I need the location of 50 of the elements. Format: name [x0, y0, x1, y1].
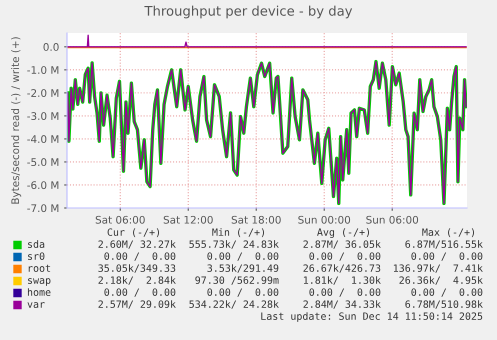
y-tick-label: -4.0 M — [27, 135, 58, 144]
text: 0.00 / 0.00 — [309, 252, 380, 261]
text: 2.57M/ 29.09k — [98, 300, 176, 309]
y-tick-label: -3.0 M — [27, 112, 58, 120]
chart-title: Throughput per device - by day — [144, 6, 352, 18]
legend-label: var — [27, 302, 45, 308]
text: 0.00 / 0.00 — [104, 288, 176, 297]
text: 0.00 / 0.00 — [104, 252, 176, 261]
legend-label: root — [28, 264, 50, 272]
y-tick-label: -6.0 M — [27, 181, 58, 190]
x-tick-label: Sat 18:00 — [232, 216, 281, 224]
text: 3.53k/291.49 — [207, 264, 278, 273]
text: Cur (-/+) — [108, 228, 160, 238]
x-tick-label: Sun 00:00 — [298, 216, 350, 224]
text: 2.87M/ 36.05k — [303, 240, 381, 249]
y-axis-title: Bytes/second read (-) / write (+) — [11, 37, 22, 204]
text: 0.00 / 0.00 — [411, 288, 482, 297]
x-tick-label: Sat 12:00 — [164, 216, 213, 224]
text: Max (-/+) — [422, 228, 474, 238]
text: 0.00 / 0.00 — [309, 288, 380, 297]
y-tick-label: -7.0 M — [27, 204, 58, 212]
text: 0.00 / 0.00 — [207, 288, 278, 297]
y-tick-label: 0.0 — [43, 43, 59, 51]
x-tick-label: Sat 06:00 — [96, 216, 145, 224]
text: 2.60M/ 32.27k — [98, 240, 176, 249]
text: 6.78M/510.98k — [405, 300, 483, 309]
y-tick-label: -2.0 M — [27, 89, 58, 97]
text: Min (-/+) — [212, 228, 264, 238]
text: 6.87M/516.55k — [405, 240, 483, 249]
text: Last update: Sun Dec 14 11:50:14 2025 — [261, 312, 482, 322]
x-tick-label: Sun 06:00 — [366, 216, 418, 224]
text: 2.84M/ 34.33k — [303, 300, 381, 309]
legend-label: home — [28, 288, 50, 296]
text: 534.22k/ 24.28k — [189, 300, 279, 309]
text: 35.05k/349.33 — [98, 264, 176, 273]
legend-label: sda — [28, 240, 44, 248]
text: 555.73k/ 24.83k — [189, 240, 279, 249]
legend-label: swap — [28, 278, 50, 286]
text: 97.30 /562.99m — [195, 276, 279, 285]
text: 26.67k/426.73 — [303, 264, 380, 273]
y-tick-label: -1.0 M — [27, 66, 58, 74]
text: 2.18k/ 2.84k — [98, 276, 176, 285]
text: 136.97k/ 7.41k — [394, 264, 483, 273]
text: 1.81k/ 1.30k — [304, 276, 381, 285]
text: 0.00 / 0.00 — [411, 252, 482, 261]
text: 26.36k/ 4.95k — [399, 276, 483, 285]
legend-label: sr0 — [28, 252, 44, 260]
y-tick-label: -5.0 M — [27, 158, 58, 166]
text: Avg (-/+) — [317, 228, 370, 238]
text: 0.00 / 0.00 — [207, 252, 278, 261]
